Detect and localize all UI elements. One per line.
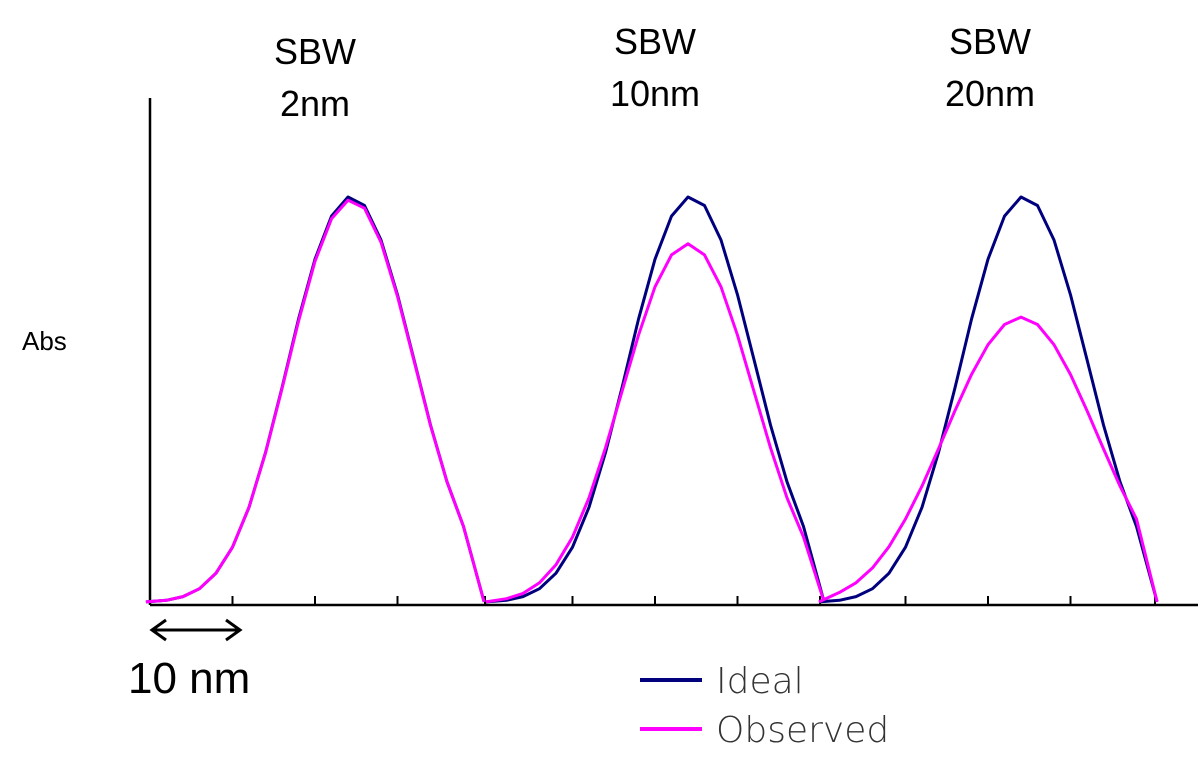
legend: Ideal Observed [640, 661, 889, 751]
legend-label-observed: Observed [716, 710, 889, 751]
panel-1-title-line1: SBW [274, 31, 356, 72]
series-ideal-panel-2 [485, 195, 826, 604]
panel-3-title-line1: SBW [949, 21, 1031, 62]
scale-bar-left-head [149, 618, 167, 642]
x-ticks [231, 596, 1156, 605]
series-ideal-panel-3 [818, 195, 1159, 604]
panel-2-title-line1: SBW [614, 21, 696, 62]
series-observed-panel-2 [485, 242, 826, 604]
panel-1-title-line2: 2nm [280, 83, 350, 124]
panel-2-title-line2: 10nm [610, 73, 700, 114]
series-observed-panel-3 [818, 315, 1159, 604]
scale-bar: 10 nm [128, 618, 250, 703]
scale-bar-label: 10 nm [128, 654, 250, 703]
curves [145, 195, 1159, 604]
series-observed-panel-1 [145, 198, 486, 604]
scale-bar-right-head [225, 618, 243, 642]
legend-label-ideal: Ideal [716, 661, 804, 702]
panel-3-title-line2: 20nm [945, 73, 1035, 114]
y-axis-label: Abs [22, 326, 67, 356]
